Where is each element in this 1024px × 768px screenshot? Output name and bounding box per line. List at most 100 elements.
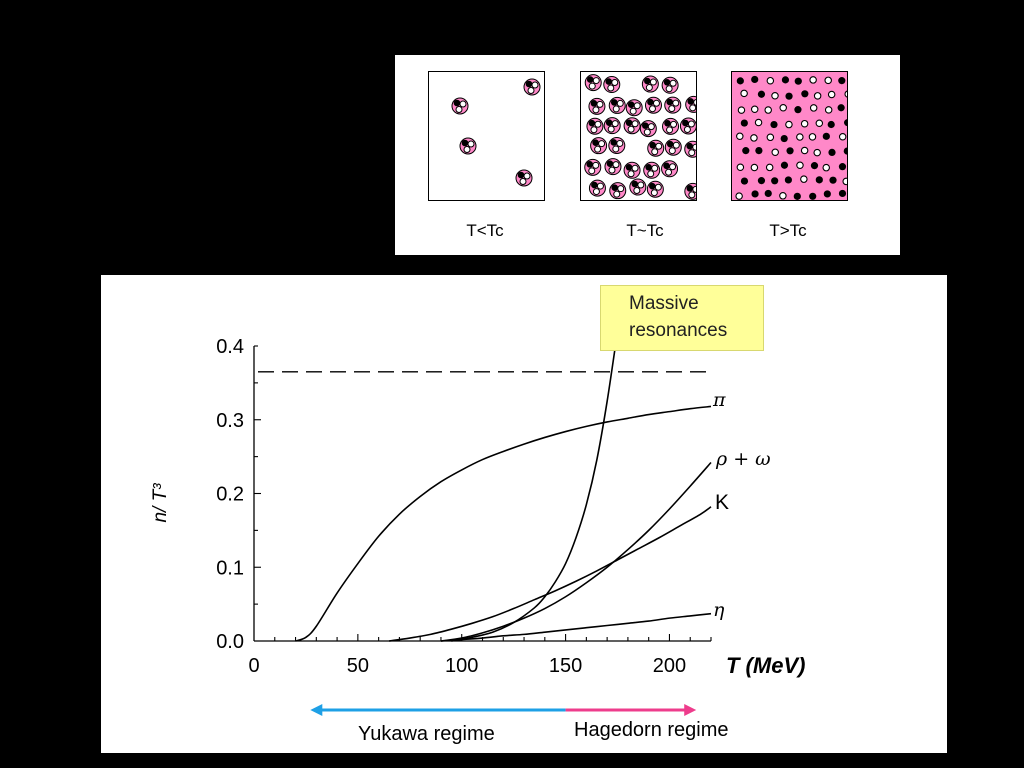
quark-dot bbox=[611, 120, 619, 128]
quark-dot bbox=[766, 76, 775, 85]
quark-dot bbox=[586, 161, 594, 168]
x-tick-label: 150 bbox=[549, 655, 582, 677]
quark-dot bbox=[750, 134, 758, 142]
hadron-icon bbox=[603, 117, 621, 135]
phase-box-below-tc bbox=[428, 71, 545, 201]
y-tick-label: 0.3 bbox=[216, 410, 244, 432]
quark-dot bbox=[642, 122, 649, 129]
phase-label-above-tc: T>Tc bbox=[769, 221, 807, 240]
quark-dot bbox=[780, 161, 789, 169]
quark-dot bbox=[645, 84, 653, 92]
quark-dot bbox=[757, 177, 766, 185]
massive-resonances-curve bbox=[451, 331, 619, 642]
y-tick-label: 0.2 bbox=[216, 484, 244, 506]
hadron-icon bbox=[588, 179, 606, 197]
quark-dot bbox=[594, 120, 602, 128]
quark-dot bbox=[809, 76, 817, 84]
quark-dot bbox=[463, 146, 471, 153]
arrow-head bbox=[310, 704, 323, 716]
quark-dot bbox=[683, 126, 691, 134]
quark-dot bbox=[796, 161, 804, 169]
quark-dot bbox=[592, 77, 600, 85]
quark-dot bbox=[649, 182, 656, 190]
quark-dot bbox=[823, 190, 831, 198]
hadron-icon bbox=[661, 160, 679, 178]
quark-dot bbox=[838, 163, 847, 171]
quark-dot bbox=[827, 90, 836, 99]
quark-dot bbox=[672, 141, 680, 149]
hadron-icon bbox=[684, 140, 696, 158]
hadron-icon bbox=[604, 158, 622, 176]
quark-dot bbox=[650, 189, 658, 197]
series-label-rho-omega: ρ + ω bbox=[716, 448, 771, 470]
hadron-icon bbox=[644, 96, 662, 114]
quark-dot bbox=[606, 160, 614, 167]
quark-dot bbox=[693, 98, 696, 106]
quark-dot bbox=[770, 120, 778, 129]
hadron-icon bbox=[590, 137, 608, 155]
quark-dot bbox=[652, 99, 660, 107]
eta-curve bbox=[440, 612, 712, 642]
hadron-icon bbox=[685, 95, 696, 113]
quark-dot bbox=[692, 143, 696, 151]
hadron-icon bbox=[662, 117, 680, 135]
hadron-icon bbox=[459, 137, 477, 155]
quark-dot bbox=[627, 125, 635, 133]
quark-dot bbox=[586, 76, 594, 83]
phase-label-near-tc: T~Tc bbox=[626, 221, 664, 240]
quark-dot bbox=[594, 145, 602, 153]
quark-dot bbox=[588, 119, 596, 127]
hagedorn-regime-label: Hagedorn regime bbox=[574, 719, 729, 741]
quark-dot bbox=[785, 120, 793, 129]
quark-dot bbox=[649, 78, 657, 86]
quark-dot bbox=[844, 119, 847, 127]
quark-dot bbox=[771, 148, 779, 156]
quark-dot bbox=[590, 126, 598, 134]
quark-dot bbox=[794, 77, 802, 85]
quark-dot bbox=[736, 77, 744, 85]
quark-dot bbox=[687, 120, 695, 128]
quark-dot bbox=[647, 123, 655, 131]
hadron-icon bbox=[584, 74, 602, 92]
hadron-icon bbox=[603, 76, 621, 94]
quark-dot bbox=[842, 177, 847, 186]
quark-dot bbox=[625, 119, 633, 127]
hadron-icon bbox=[523, 78, 541, 96]
quark-dot bbox=[453, 99, 461, 107]
x-tick-label: 50 bbox=[347, 655, 369, 677]
hadron-icon bbox=[625, 99, 643, 117]
quark-dot bbox=[666, 140, 674, 148]
deconfined-plasma-icon bbox=[732, 72, 847, 200]
quark-dot bbox=[800, 119, 809, 128]
quark-dot bbox=[794, 106, 802, 114]
quark-dot bbox=[612, 145, 620, 153]
quark-dot bbox=[519, 178, 527, 185]
quark-dot bbox=[815, 176, 823, 184]
quark-dot bbox=[781, 76, 790, 84]
quark-dot bbox=[631, 120, 639, 128]
hagedorn-regime-arrow bbox=[565, 704, 697, 716]
quark-dot bbox=[779, 104, 787, 112]
hadron-icon bbox=[588, 97, 606, 115]
hadron-icon bbox=[586, 117, 604, 135]
hadron-icon bbox=[643, 161, 661, 179]
quark-dot bbox=[735, 192, 743, 200]
quark-dot bbox=[793, 192, 801, 200]
quark-dot bbox=[688, 149, 696, 157]
quark-dot bbox=[651, 148, 659, 156]
quark-dot bbox=[668, 147, 676, 155]
quark-dot bbox=[633, 102, 641, 110]
quark-dot bbox=[596, 100, 604, 108]
quark-dot bbox=[815, 119, 824, 128]
quark-dot bbox=[689, 104, 696, 112]
quark-dot bbox=[531, 81, 539, 89]
density-chart-panel: 0 50 100 150 200 0.0 0.1 0.2 0.3 0.4 n/ T³ T (MeV… bbox=[101, 275, 947, 753]
quark-dot bbox=[644, 77, 651, 85]
quark-dot bbox=[751, 75, 759, 84]
quark-dot bbox=[672, 99, 680, 107]
quark-dot bbox=[692, 185, 696, 193]
quark-dot bbox=[598, 140, 606, 148]
quark-dot bbox=[459, 100, 467, 108]
quark-dot bbox=[687, 98, 694, 105]
x-tick-label: 0 bbox=[248, 655, 259, 677]
